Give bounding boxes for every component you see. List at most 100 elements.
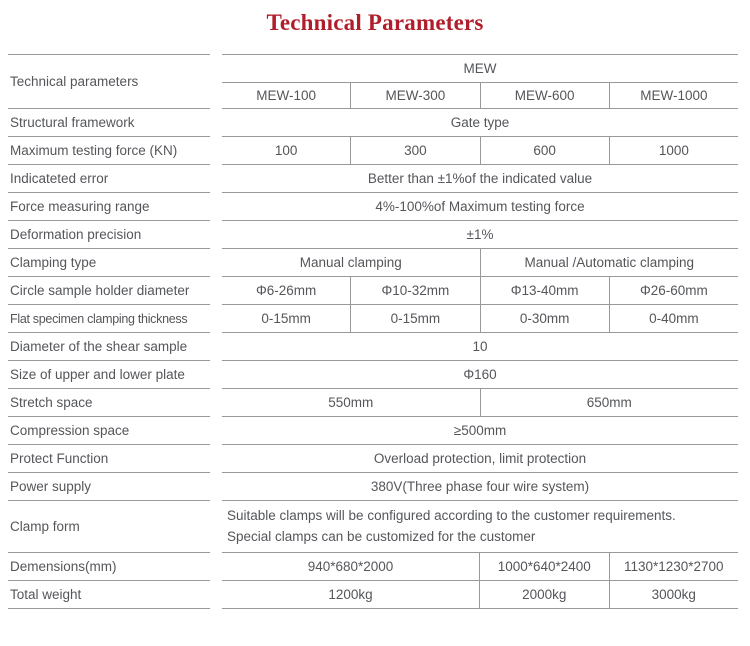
value-cell: Φ160 [463,367,497,382]
column-gap [210,109,222,137]
column-gap [210,473,222,501]
header-row-label: Technical parameters [8,54,210,109]
model-name-cell: MEW-1000 [608,83,738,108]
value-cell: Φ6-26mm [255,283,317,298]
row-values: ±1% [222,221,738,249]
value-cell: 300 [350,137,479,164]
value-cell: Manual /Automatic clamping [479,249,739,276]
value-cell: 650mm [479,389,739,416]
value-cell: 4%-100%of Maximum testing force [375,199,585,214]
row-values: 10 [222,333,738,361]
value-cell: Φ13-40mm [479,277,609,304]
value-cell: Suitable clamps will be configured accor… [222,501,738,552]
table-row-stretch-space: Stretch space 550mm 650mm [8,389,738,417]
row-values: 380V(Three phase four wire system) [222,473,738,501]
model-name-cell: MEW-300 [350,83,479,108]
header-values: MEW MEW-100 MEW-300 MEW-600 MEW-1000 [222,54,738,109]
value-cell: 0-40mm [608,305,738,332]
value-cell: 600 [479,137,609,164]
value-cell: 0-15mm [261,311,311,326]
value-cell: 380V(Three phase four wire system) [370,479,590,494]
value-cell: 1130*1230*2700 [608,553,739,580]
row-values: Gate type [222,109,738,137]
value-cell: Gate type [450,115,510,130]
row-label: Stretch space [8,389,210,417]
model-name-cell: MEW-100 [256,88,317,103]
value-cell: 0-30mm [479,305,609,332]
column-gap [210,389,222,417]
table-row-circle-sample-holder: Circle sample holder diameter Φ6-26mm Φ1… [8,277,738,305]
row-values: 0-15mm 0-15mm 0-30mm 0-40mm [222,305,738,333]
value-cell: 10 [472,339,488,354]
row-label: Size of upper and lower plate [8,361,210,389]
row-label: Demensions(mm) [8,553,210,581]
column-gap [210,361,222,389]
value-cell: Φ26-60mm [608,277,738,304]
value-cell: Manual clamping [299,255,402,270]
table-row-indicated-error: Indicateted error Better than ±1%of the … [8,165,738,193]
table-header-row: Technical parameters MEW MEW-100 MEW-300… [8,54,738,109]
value-cell: 1200kg [328,587,373,602]
row-label: Indicateted error [8,165,210,193]
value-cell: Overload protection, limit protection [373,451,587,466]
row-label: Diameter of the shear sample [8,333,210,361]
table-row-shear-sample-diameter: Diameter of the shear sample 10 [8,333,738,361]
value-cell: 550mm [328,395,374,410]
row-label: Total weight [8,581,210,609]
column-gap [210,165,222,193]
row-label: Structural framework [8,109,210,137]
row-values: 100 300 600 1000 [222,137,738,165]
row-values: Φ160 [222,361,738,389]
value-cell: 1000*640*2400 [479,553,609,580]
row-values: Suitable clamps will be configured accor… [222,501,738,553]
row-label: Flat specimen clamping thickness [8,305,210,333]
clamp-form-line-1: Suitable clamps will be configured accor… [227,508,676,524]
table-row-deformation-precision: Deformation precision ±1% [8,221,738,249]
value-cell: 0-15mm [350,305,479,332]
row-values: Φ6-26mm Φ10-32mm Φ13-40mm Φ26-60mm [222,277,738,305]
row-values: ≥500mm [222,417,738,445]
model-name-cell: MEW-600 [479,83,609,108]
table-row-clamping-type: Clamping type Manual clamping Manual /Au… [8,249,738,277]
column-gap [210,445,222,473]
column-gap [210,333,222,361]
value-cell: 100 [274,143,298,158]
table-row-max-testing-force: Maximum testing force (KN) 100 300 600 1… [8,137,738,165]
page-title: Technical Parameters [266,10,484,35]
value-cell: 1000 [608,137,738,164]
row-label: Clamp form [8,501,210,553]
clamp-form-line-2: Special clamps can be customized for the… [227,528,536,544]
column-gap [210,305,222,333]
row-label: Compression space [8,417,210,445]
row-values: Overload protection, limit protection [222,445,738,473]
row-label: Force measuring range [8,193,210,221]
table-row-clamp-form: Clamp form Suitable clamps will be confi… [8,501,738,553]
row-label: Maximum testing force (KN) [8,137,210,165]
table-row-plate-size: Size of upper and lower plate Φ160 [8,361,738,389]
row-label: Power supply [8,473,210,501]
value-cell: ±1% [466,227,494,242]
value-cell: Better than ±1%of the indicated value [367,171,593,186]
row-values: 1200kg 2000kg 3000kg [222,581,738,609]
column-gap [210,417,222,445]
table-row-dimensions: Demensions(mm) 940*680*2000 1000*640*240… [8,553,738,581]
row-label: Protect Function [8,445,210,473]
table-row-total-weight: Total weight 1200kg 2000kg 3000kg [8,581,738,609]
row-label: Clamping type [8,249,210,277]
row-values: 4%-100%of Maximum testing force [222,193,738,221]
row-label: Deformation precision [8,221,210,249]
table-row-power-supply: Power supply 380V(Three phase four wire … [8,473,738,501]
value-cell: 3000kg [608,581,739,608]
column-gap [210,221,222,249]
column-gap [210,501,222,553]
row-values: 940*680*2000 1000*640*2400 1130*1230*270… [222,553,738,581]
column-gap [210,193,222,221]
column-gap [210,277,222,305]
column-gap [210,581,222,609]
table-row-flat-specimen-thickness: Flat specimen clamping thickness 0-15mm … [8,305,738,333]
value-cell: 2000kg [479,581,609,608]
table-row-structural-framework: Structural framework Gate type [8,109,738,137]
row-values: Better than ±1%of the indicated value [222,165,738,193]
model-names-row: MEW-100 MEW-300 MEW-600 MEW-1000 [222,83,738,108]
column-gap [210,137,222,165]
